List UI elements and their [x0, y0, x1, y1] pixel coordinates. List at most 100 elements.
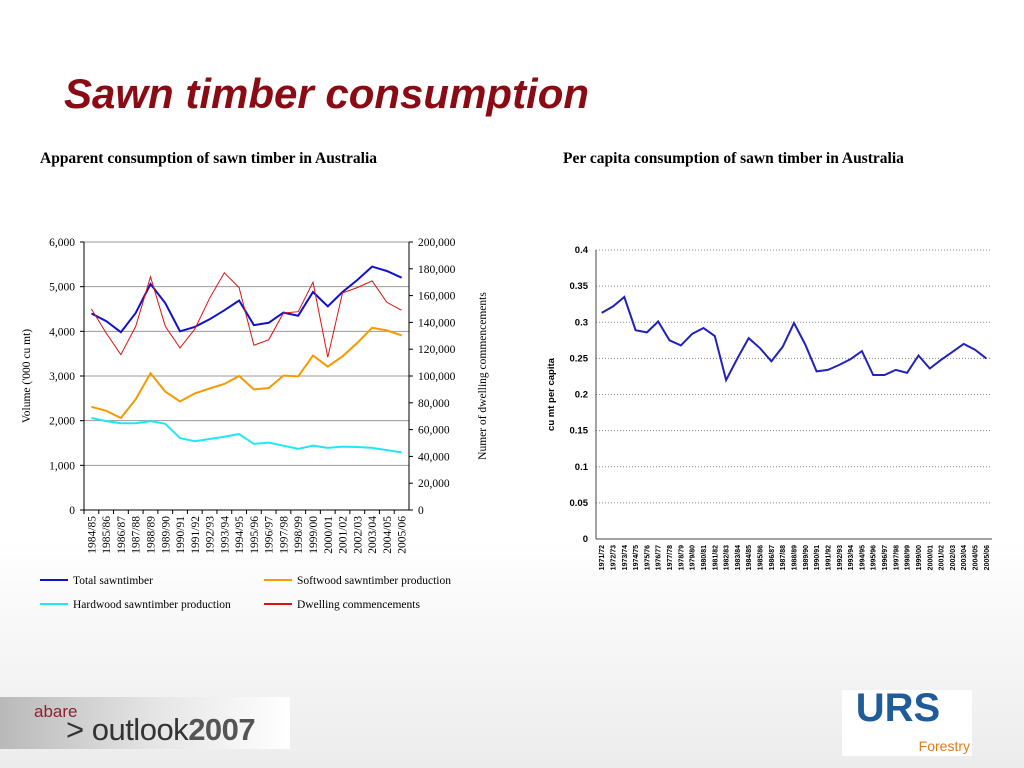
left-y-axis-title: Volume ('000 cu mt): [21, 329, 33, 423]
per-capita-x-tick-label: 1988/89: [792, 545, 799, 570]
left-x-tick-label: 1994/95: [234, 516, 246, 554]
per-capita-y-axis-title: cu mt per capita: [546, 357, 557, 431]
footer-brand-bar: [0, 697, 290, 749]
per-capita-x-tick-label: 1980/81: [701, 545, 708, 570]
per-capita-y-tick-label: 0: [583, 534, 588, 545]
brand-outlook-text: > outlook: [66, 712, 189, 747]
left-x-tick-label: 1991/92: [190, 516, 202, 554]
per-capita-x-tick-label: 2004/05: [973, 545, 980, 570]
per-capita-y-tick-label: 0.3: [575, 317, 588, 328]
per-capita-x-tick-label: 1982/83: [724, 545, 731, 570]
left-y-tick-label: 2,000: [49, 416, 75, 428]
brand-outlook: > outlook2007: [66, 712, 256, 748]
slide-title: Sawn timber consumption: [64, 70, 590, 117]
left-x-tick-label: 2000/01: [323, 516, 335, 554]
per-capita-y-tick-label: 0.05: [570, 498, 589, 509]
left-x-tick-label: 1986/87: [116, 516, 128, 554]
left-x-tick-label: 1990/91: [175, 516, 187, 554]
per-capita-x-tick-label: 1975/76: [644, 545, 651, 570]
right-y-tick-label: 180,000: [418, 264, 456, 276]
left-x-tick-label: 2001/02: [338, 516, 350, 554]
per-capita-x-tick-label: 1994/95: [859, 545, 866, 570]
per-capita-x-tick-label: 1973/74: [622, 545, 629, 570]
left-x-tick-label: 1992/93: [205, 516, 217, 554]
left-x-tick-label: 1993/94: [219, 516, 231, 554]
left-y-tick-label: 6,000: [49, 237, 75, 249]
per-capita-x-tick-label: 1990/91: [814, 545, 821, 570]
per-capita-x-tick-label: 1984/85: [746, 545, 753, 570]
brand-year: 2007: [188, 712, 256, 747]
series-line-total-sawntimber: [90, 265, 403, 334]
urs-logo-text: URS: [855, 686, 941, 730]
per-capita-y-tick-label: 0.15: [570, 426, 589, 437]
right-chart-title: Per capita consumption of sawn timber in…: [563, 150, 904, 167]
brand-abare: abare: [34, 702, 78, 721]
series-line-dwelling-commencements: [90, 271, 402, 358]
per-capita-x-tick-label: 2005/06: [984, 545, 991, 570]
left-y-tick-label: 1,000: [49, 460, 75, 472]
per-capita-x-tick-label: 1976/77: [656, 545, 663, 570]
per-capita-x-tick-label: 1977/78: [667, 545, 674, 570]
per-capita-x-tick-label: 1996/97: [882, 545, 889, 570]
per-capita-x-tick-label: 1972/73: [610, 545, 617, 570]
right-y-tick-label: 100,000: [418, 371, 456, 383]
per-capita-x-tick-label: 1991/92: [825, 545, 832, 570]
left-x-tick-label: 1995/96: [249, 516, 261, 554]
right-y-tick-label: 20,000: [418, 478, 450, 490]
legend-label: Total sawntimber: [73, 575, 153, 587]
per-capita-x-tick-label: 1987/88: [780, 545, 787, 570]
left-x-tick-label: 1997/98: [278, 516, 290, 554]
per-capita-y-tick-label: 0.1: [575, 462, 589, 473]
right-y-tick-label: 60,000: [418, 425, 450, 437]
left-y-tick-label: 5,000: [49, 282, 75, 294]
right-y-tick-label: 40,000: [418, 451, 450, 463]
right-y-tick-label: 140,000: [418, 317, 456, 329]
left-x-tick-label: 1998/99: [293, 516, 305, 554]
left-chart-title: Apparent consumption of sawn timber in A…: [40, 150, 378, 167]
per-capita-series-line: [601, 295, 987, 383]
series-line-hardwood-sawntimber-production: [91, 417, 402, 454]
right-y-tick-label: 80,000: [418, 398, 450, 410]
per-capita-x-tick-label: 1985/86: [758, 545, 765, 570]
per-capita-x-tick-label: 1981/82: [712, 545, 719, 570]
left-x-tick-label: 1985/86: [101, 516, 113, 554]
left-x-tick-label: 2004/05: [382, 516, 394, 554]
left-x-tick-label: 1987/88: [131, 516, 143, 554]
left-x-tick-label: 2003/04: [367, 516, 379, 554]
per-capita-y-tick-label: 0.4: [575, 245, 589, 256]
right-y-axis-title: Numer of dwelling commencements: [477, 292, 489, 460]
left-y-tick-label: 3,000: [49, 371, 75, 383]
left-x-tick-label: 1988/89: [145, 516, 157, 554]
per-capita-x-tick-label: 1997/98: [893, 545, 900, 570]
urs-logo-sub: Forestry: [918, 738, 970, 754]
per-capita-x-tick-label: 1979/80: [690, 545, 697, 570]
left-x-tick-label: 1984/85: [86, 516, 98, 554]
per-capita-x-tick-label: 1974/75: [633, 545, 640, 570]
left-x-tick-label: 1999/00: [308, 516, 320, 554]
per-capita-x-tick-label: 1998/99: [905, 545, 912, 570]
left-x-tick-label: 2002/03: [352, 516, 364, 554]
per-capita-x-tick-label: 1992/93: [837, 545, 844, 570]
left-x-tick-label: 1996/97: [264, 516, 276, 554]
per-capita-x-tick-label: 1999/00: [916, 545, 923, 570]
per-capita-x-tick-label: 1993/94: [848, 545, 855, 570]
legend-label: Hardwood sawntimber production: [73, 599, 231, 611]
per-capita-x-tick-label: 1971/72: [599, 545, 606, 570]
per-capita-y-tick-label: 0.35: [570, 281, 589, 292]
right-y-tick-label: 0: [418, 505, 424, 517]
legend-label: Dwelling commencements: [297, 599, 420, 611]
per-capita-x-tick-label: 2001/02: [939, 545, 946, 570]
per-capita-y-tick-label: 0.2: [575, 390, 588, 401]
per-capita-x-tick-label: 1983/84: [735, 545, 742, 570]
left-x-tick-label: 1989/90: [160, 516, 172, 554]
left-x-tick-label: 2005/06: [397, 516, 409, 554]
series-line-softwood-sawntimber-production: [91, 326, 402, 420]
per-capita-x-tick-label: 2002/03: [950, 545, 957, 570]
per-capita-x-tick-label: 1989/90: [803, 545, 810, 570]
per-capita-y-tick-label: 0.25: [570, 353, 589, 364]
left-y-tick-label: 4,000: [49, 326, 75, 338]
urs-logo: URS Forestry: [842, 686, 972, 756]
right-y-tick-label: 160,000: [418, 291, 456, 303]
right-y-tick-label: 120,000: [418, 344, 456, 356]
